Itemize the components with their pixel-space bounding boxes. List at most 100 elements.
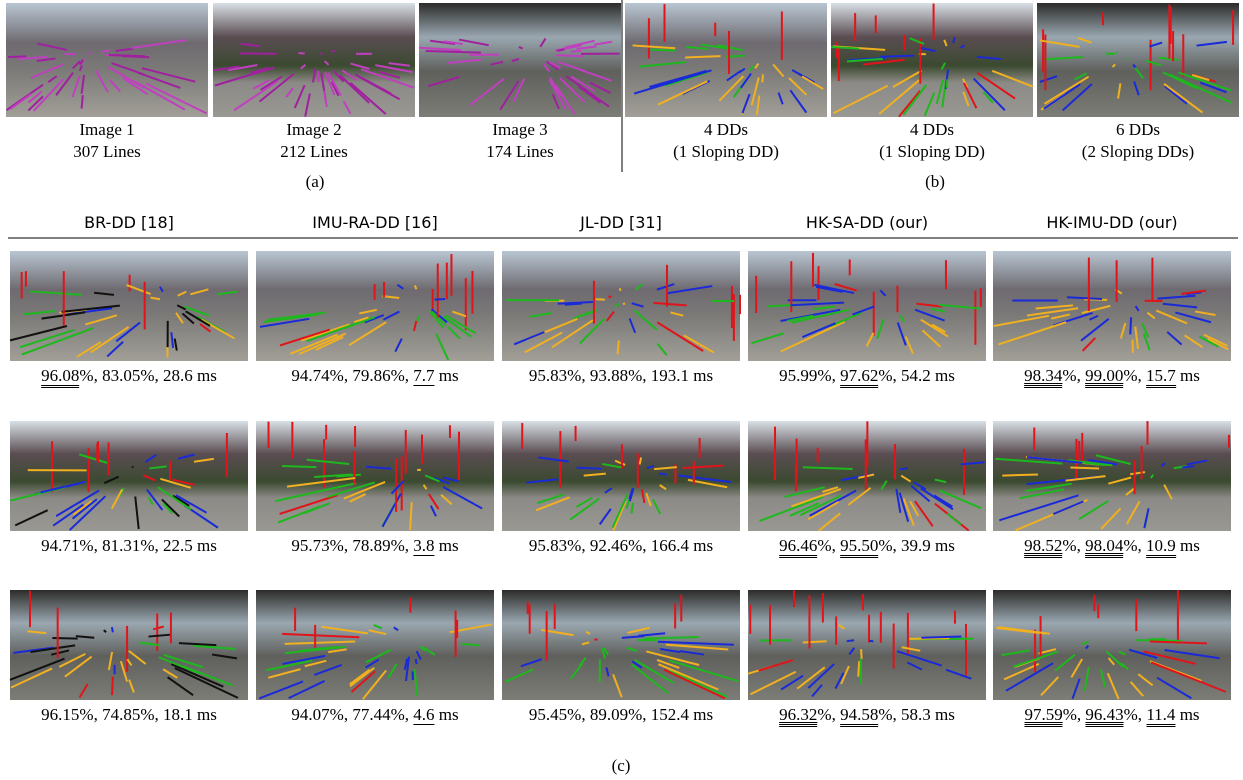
result-caption: 98.34%, 99.00%, 15.7 ms: [1024, 365, 1200, 387]
ranked-value: 94.58: [840, 705, 878, 727]
caption-text: 95.73%, 78.89%,: [291, 536, 413, 555]
ranked-value: 99.00: [1085, 366, 1123, 388]
detected-line: [659, 474, 667, 475]
detected-line: [577, 468, 602, 469]
image-caption: 4 DDs: [704, 119, 748, 141]
detected-line: [1136, 640, 1182, 641]
caption-text: 95.83%, 93.88%, 193.1 ms: [529, 366, 713, 385]
result-caption: 94.71%, 81.31%, 22.5 ms: [41, 535, 217, 557]
caption-text: ms: [1176, 366, 1200, 385]
result-caption: 95.83%, 93.88%, 193.1 ms: [529, 365, 713, 387]
ranked-value: 97.59: [1024, 705, 1062, 727]
result-caption: 95.45%, 89.09%, 152.4 ms: [529, 704, 713, 726]
ranked-value: 95.50: [840, 536, 878, 558]
image-caption: (2 Sloping DDs): [1082, 141, 1194, 163]
detected-line: [762, 74, 763, 82]
photo: [419, 3, 621, 117]
caption-text: 96.15%, 74.85%, 18.1 ms: [41, 705, 217, 724]
image-caption: 212 Lines: [280, 141, 348, 163]
caption-text: ms: [434, 536, 458, 555]
detected-line: [608, 296, 611, 297]
detected-line: [557, 50, 564, 51]
result-caption: 95.99%, 97.62%, 54.2 ms: [779, 365, 955, 387]
caption-text: %,: [1062, 536, 1085, 555]
detected-line: [112, 627, 113, 632]
ranked-value: 11.4: [1146, 705, 1175, 727]
detected-line: [112, 677, 113, 696]
detected-line: [565, 303, 582, 304]
detected-line: [556, 55, 583, 56]
detected-line: [82, 95, 83, 108]
caption-text: %, 58.3 ms: [878, 705, 955, 724]
figure: Image 1307 Lines Image 2212 Lines Image 3 1…: [0, 0, 1243, 780]
detected-line: [331, 51, 335, 52]
result-caption: 97.59%, 96.43%, 11.4 ms: [1024, 704, 1199, 726]
caption-text: %,: [1124, 705, 1147, 724]
photo: [10, 251, 248, 361]
caption-text: %, 83.05%, 28.6 ms: [79, 366, 216, 385]
photo: [10, 421, 248, 531]
caption-text: %,: [817, 536, 840, 555]
ranked-value: 97.62: [840, 366, 878, 388]
detected-line: [1130, 317, 1131, 334]
caption-text: 94.07%, 77.44%,: [291, 705, 413, 724]
photo: [1037, 3, 1239, 117]
caption-text: %,: [1123, 536, 1146, 555]
ranked-value: 15.7: [1146, 366, 1176, 388]
caption-text: 95.45%, 89.09%, 152.4 ms: [529, 705, 713, 724]
detected-line: [282, 466, 316, 467]
detected-line: [858, 661, 859, 676]
subfigure-label: (a): [306, 171, 325, 193]
image-caption: Image 1: [79, 119, 134, 141]
caption-text: %,: [1123, 366, 1146, 385]
result-caption: 94.07%, 77.44%, 4.6 ms: [291, 704, 458, 726]
ranked-value: 3.8: [413, 536, 434, 556]
method-name: HK-SA-DD (our): [806, 212, 928, 234]
image-caption: (1 Sloping DD): [673, 141, 779, 163]
image-caption: Image 3: [492, 119, 547, 141]
ranked-value: 96.08: [41, 366, 79, 388]
caption-text: ms: [1176, 536, 1200, 555]
detected-line: [880, 56, 914, 57]
detected-line: [921, 636, 961, 637]
detected-line: [102, 50, 110, 51]
detected-line: [847, 640, 854, 641]
method-name: JL-DD [31]: [580, 212, 662, 234]
image-caption: Image 2: [286, 119, 341, 141]
result-caption: 95.83%, 92.46%, 166.4 ms: [529, 535, 713, 557]
detected-line: [52, 638, 77, 639]
caption-text: %,: [817, 705, 840, 724]
ranked-value: 96.46: [779, 536, 817, 558]
caption-text: %,: [1062, 366, 1085, 385]
result-caption: 94.74%, 79.86%, 7.7 ms: [291, 365, 458, 387]
ranked-value: 10.9: [1146, 536, 1176, 558]
detected-line: [1002, 474, 1038, 475]
ranked-value: 98.34: [1024, 366, 1062, 388]
ranked-value: 4.6: [413, 705, 434, 725]
caption-text: 95.83%, 92.46%, 166.4 ms: [529, 536, 713, 555]
ranked-value: 7.7: [413, 366, 434, 386]
result-caption: 96.15%, 74.85%, 18.1 ms: [41, 704, 217, 726]
result-caption: 98.52%, 98.04%, 10.9 ms: [1024, 535, 1200, 557]
detected-line: [1182, 466, 1194, 467]
method-name: HK-IMU-DD (our): [1046, 212, 1177, 234]
detected-line: [1127, 58, 1128, 59]
ranked-value: 98.04: [1085, 536, 1123, 558]
caption-text: ms: [434, 366, 458, 385]
detected-line: [624, 303, 625, 305]
caption-text: 94.71%, 81.31%, 22.5 ms: [41, 536, 217, 555]
detected-line: [1070, 467, 1099, 468]
detected-line: [900, 468, 908, 469]
detected-line: [89, 53, 91, 54]
caption-text: ms: [1175, 705, 1199, 724]
detected-line: [618, 341, 619, 355]
image-caption: 307 Lines: [73, 141, 141, 163]
detected-line: [803, 641, 827, 642]
photo: [993, 421, 1231, 531]
caption-text: ms: [434, 705, 458, 724]
image-caption: (1 Sloping DD): [879, 141, 985, 163]
photo: [213, 3, 415, 117]
photo: [256, 251, 494, 361]
ranked-value: 98.52: [1024, 536, 1062, 558]
detected-line: [644, 637, 699, 638]
